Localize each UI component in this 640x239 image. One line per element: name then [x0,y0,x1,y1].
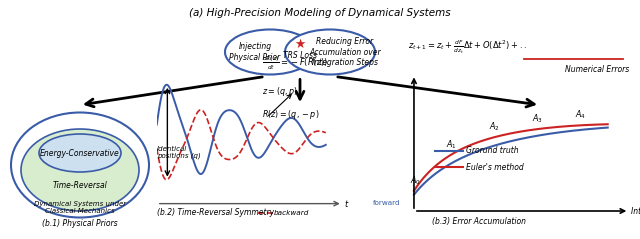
Text: Energy-Conservative: Energy-Conservative [40,148,120,158]
Text: TRS Loss: TRS Loss [283,50,317,60]
Text: Grorund truth: Grorund truth [466,147,518,155]
Text: $t$: $t$ [344,198,349,209]
Text: $A_1$: $A_1$ [446,139,457,151]
Text: Numerical Errors: Numerical Errors [564,65,629,74]
Text: (a) High-Precision Modeling of Dynamical Systems: (a) High-Precision Modeling of Dynamical… [189,8,451,18]
Text: Injecting
Physical Prior: Injecting Physical Prior [229,42,280,62]
Text: Integration steps: Integration steps [632,206,640,216]
Text: Time-Reversal: Time-Reversal [52,180,108,190]
Text: Identical
positions (q): Identical positions (q) [157,146,200,159]
Ellipse shape [11,113,149,217]
Text: Euler's method: Euler's method [466,163,524,172]
Text: $R(z)=(q,-p)$: $R(z)=(q,-p)$ [262,108,320,121]
Text: $A_3$: $A_3$ [532,113,543,125]
Ellipse shape [39,134,121,172]
Text: Reducing Error
Accumulation over
Integration Steps: Reducing Error Accumulation over Integra… [309,37,381,67]
Text: ★: ★ [294,38,306,50]
Ellipse shape [285,29,375,75]
Text: backward: backward [274,210,309,216]
Text: forward: forward [373,200,401,206]
Text: $z=(q,p)$: $z=(q,p)$ [262,85,298,98]
Text: (b.3) Error Accumulation: (b.3) Error Accumulation [431,217,525,226]
Text: $A_4$: $A_4$ [575,109,586,121]
Text: (b.2) Time-Reversal Symmetry: (b.2) Time-Reversal Symmetry [157,208,274,217]
Ellipse shape [21,129,139,211]
Text: Dynamical Systems under
Classical Mechanics: Dynamical Systems under Classical Mechan… [34,201,126,214]
Text: $z_{t+1}=z_t+\frac{dF}{dz_t}\Delta t+O(\Delta t^2)+..$: $z_{t+1}=z_t+\frac{dF}{dz_t}\Delta t+O(\… [408,39,527,56]
Text: $A_0$: $A_0$ [410,174,420,187]
Text: $A_2$: $A_2$ [489,121,500,133]
Text: (b.1) Physical Priors: (b.1) Physical Priors [42,219,118,228]
Text: $\frac{dR(z)}{dt}=-F(R(z))$: $\frac{dR(z)}{dt}=-F(R(z))$ [262,54,329,72]
Ellipse shape [225,29,315,75]
